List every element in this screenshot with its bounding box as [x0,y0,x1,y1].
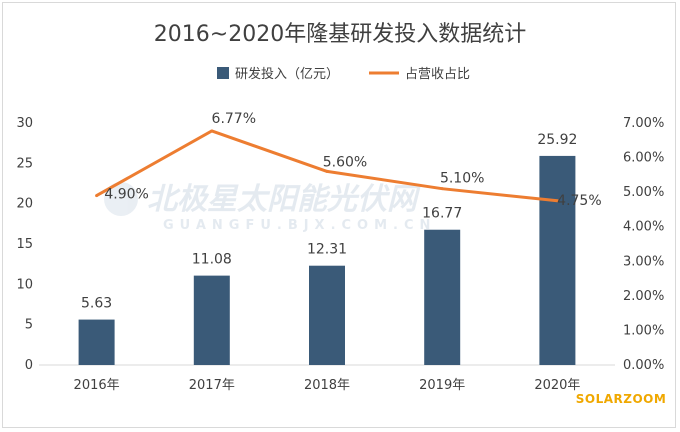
brand-logo: SOLARZOOM [576,392,667,406]
bar-data-labels: 5.63 11.08 12.31 16.77 25.92 [81,132,577,312]
line-point [325,169,329,173]
x-axis-labels: 2016年 2017年 2018年 2019年 2020年 [74,378,581,393]
watermark-subtext: GUANGFU.BJX.COM.CN [163,218,436,233]
x-tick-label: 2017年 [189,378,235,393]
y-right-tick-label: 5.00% [623,185,664,200]
bar [78,319,115,365]
legend-label-bar: 研发投入（亿元） [235,66,339,82]
line-point [555,199,559,203]
line-data-label: 5.10% [440,171,484,187]
bar-data-label: 12.31 [307,242,347,258]
bar [193,275,230,365]
x-tick-label: 2020年 [534,378,580,393]
legend-swatch-bar [217,67,229,79]
y-left-tick-label: 5 [25,318,33,333]
line-data-labels: 4.90% 6.77% 5.60% 5.10% 4.75% [104,111,601,209]
bar-data-label: 25.92 [537,132,577,148]
y-left-tick-label: 10 [16,277,33,292]
x-tick-label: 2018年 [304,378,350,393]
chart: 2016~2020年隆基研发投入数据统计 研发投入（亿元） 占营收占比 北极星太… [16,22,667,406]
y-left-tick-label: 0 [25,358,33,373]
line-data-label: 4.75% [557,193,601,209]
y-right-tick-label: 0.00% [623,358,664,373]
bar [539,155,576,365]
y-right-tick-label: 3.00% [623,254,664,269]
line-data-label: 6.77% [212,111,256,127]
watermark-text: 北极星太阳能光伏网 [147,182,421,217]
line-point [440,187,444,191]
line-series [95,129,559,203]
chart-frame: 2016~2020年隆基研发投入数据统计 研发投入（亿元） 占营收占比 北极星太… [2,2,676,428]
chart-title: 2016~2020年隆基研发投入数据统计 [154,22,526,47]
bar-series [78,155,576,365]
y-right-tick-label: 7.00% [623,116,664,131]
line-point [95,194,99,198]
bar [424,229,461,365]
y-axis-left: 0 5 10 15 20 25 30 [16,116,33,373]
bar-data-label: 5.63 [81,296,112,312]
y-left-tick-label: 30 [16,116,33,131]
bar-data-label: 11.08 [192,252,232,268]
bar [309,265,345,365]
line-data-label: 4.90% [104,187,148,203]
watermark: 北极星太阳能光伏网 GUANGFU.BJX.COM.CN [104,182,436,233]
bar-data-label: 16.77 [422,206,462,222]
legend-label-line: 占营收占比 [405,67,470,82]
y-right-tick-label: 4.00% [623,220,664,235]
y-left-tick-label: 20 [16,197,33,212]
y-right-tick-label: 1.00% [623,323,664,338]
y-left-tick-label: 15 [16,237,33,252]
line-point [210,129,214,133]
y-right-tick-label: 2.00% [623,289,664,304]
y-axis-right: 0.00% 1.00% 2.00% 3.00% 4.00% 5.00% 6.00% 7.00% [623,116,664,373]
line-data-label: 5.60% [323,154,367,170]
y-right-tick-label: 6.00% [623,151,664,166]
watermark-logo [104,182,138,216]
legend: 研发投入（亿元） 占营收占比 [217,66,470,82]
y-left-tick-label: 25 [16,156,33,171]
x-tick-label: 2016年 [74,378,120,393]
x-tick-label: 2019年 [419,378,465,393]
